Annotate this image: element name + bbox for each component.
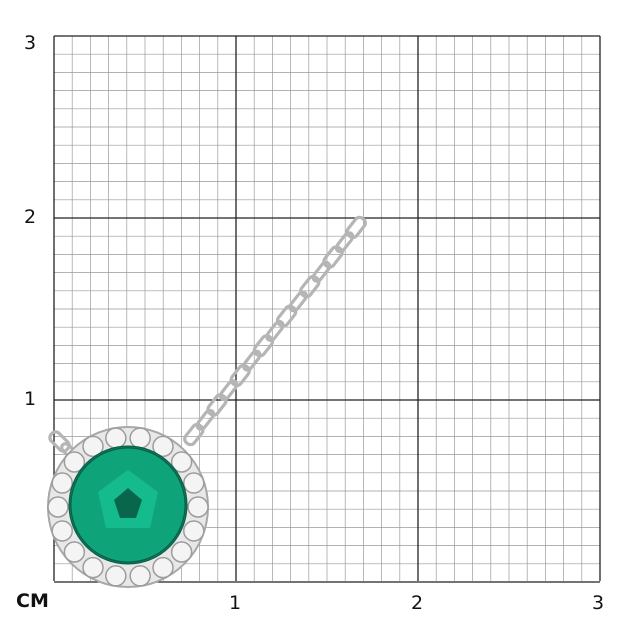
- chain-link: [334, 231, 355, 254]
- chain-link: [229, 363, 251, 388]
- halo-diamond: [129, 565, 151, 587]
- chain-link: [242, 349, 262, 372]
- chain-link: [252, 334, 275, 358]
- halo-diamond: [63, 451, 86, 473]
- halo-diamond: [51, 520, 73, 542]
- x-tick-1: 1: [229, 592, 242, 614]
- chain-link: [322, 245, 344, 269]
- y-tick-2: 2: [24, 206, 37, 228]
- halo-diamond: [51, 472, 73, 494]
- x-tick-3: 3: [592, 592, 605, 614]
- halo-diamond: [170, 541, 193, 563]
- halo-diamond: [82, 435, 104, 458]
- halo-diamond: [82, 556, 104, 579]
- halo-diamond: [183, 472, 205, 494]
- y-tick-1: 1: [24, 388, 37, 410]
- halo-diamond: [47, 496, 69, 518]
- halo-diamond: [183, 520, 205, 542]
- y-tick-3: 3: [24, 32, 37, 54]
- chain-link: [275, 304, 298, 328]
- chain-link: [195, 408, 216, 431]
- chain-link: [288, 290, 308, 313]
- halo-diamond: [152, 556, 174, 579]
- halo-diamond: [105, 565, 127, 587]
- halo-diamond: [152, 435, 174, 458]
- chain-link: [206, 393, 228, 417]
- halo-diamond: [63, 541, 86, 563]
- halo-diamond: [105, 427, 127, 449]
- chain-link: [345, 215, 367, 240]
- chain-link: [218, 379, 239, 402]
- chain-link: [299, 274, 321, 299]
- unit-label: CM: [16, 590, 49, 612]
- chain-link: [183, 422, 205, 447]
- pendant: [47, 426, 209, 588]
- chain-link: [311, 260, 332, 283]
- chain-link: [48, 430, 71, 453]
- chain-link: [265, 320, 285, 342]
- x-tick-2: 2: [411, 592, 424, 614]
- necklace-chain: [48, 215, 367, 463]
- halo-diamond: [187, 496, 209, 518]
- halo-diamond: [170, 451, 193, 473]
- halo-diamond: [129, 427, 151, 449]
